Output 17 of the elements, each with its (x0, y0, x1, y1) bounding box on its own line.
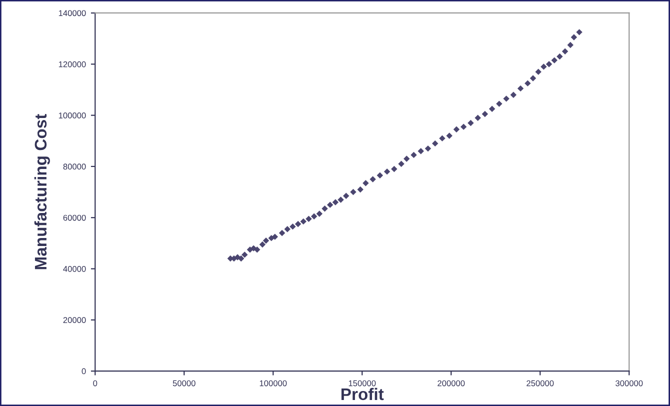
y-tick-label: 20000 (63, 317, 86, 324)
x-tick-label: 300000 (616, 380, 643, 386)
y-axis-title: Manufacturing Cost (34, 114, 50, 270)
x-tick-label: 0 (93, 380, 98, 386)
x-tick-label: 50000 (172, 380, 196, 386)
y-tick-label: 40000 (63, 266, 86, 272)
x-axis-title: Profit (341, 388, 384, 400)
x-tick-label: 150000 (348, 380, 376, 386)
y-tick-label: 120000 (58, 61, 86, 68)
x-tick-label: 200000 (438, 380, 465, 386)
x-tick-label: 100000 (260, 380, 287, 386)
y-tick-label: 60000 (63, 214, 86, 221)
y-tick-label: 80000 (63, 164, 86, 170)
y-tick-label: 140000 (58, 10, 86, 16)
y-tick-label: 0 (82, 368, 86, 374)
y-tick-label: 100000 (58, 112, 86, 118)
x-tick-label: 250000 (526, 380, 554, 386)
